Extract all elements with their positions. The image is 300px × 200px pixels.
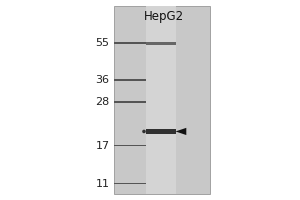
Text: 28: 28 — [95, 97, 110, 107]
Text: 11: 11 — [95, 179, 110, 189]
Text: 55: 55 — [95, 38, 110, 48]
Text: HepG2: HepG2 — [143, 10, 184, 23]
Text: 17: 17 — [95, 141, 110, 151]
Text: 36: 36 — [95, 75, 110, 85]
